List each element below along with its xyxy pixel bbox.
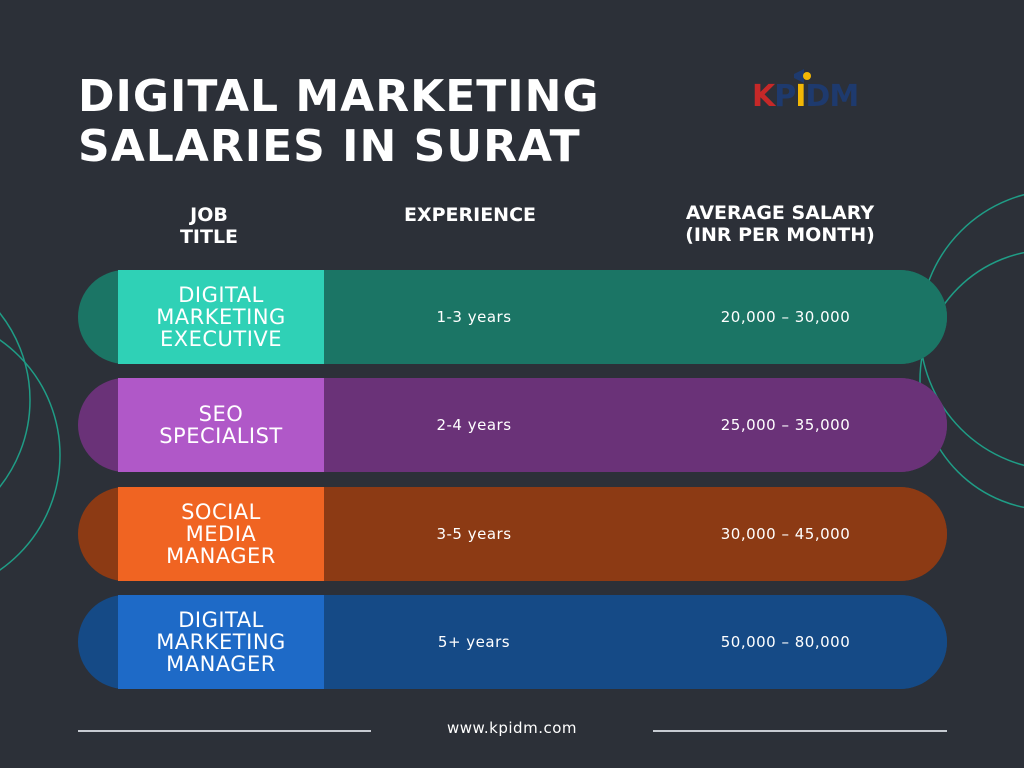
- table-row: SOCIAL MEDIA MANAGER 3-5 years 30,000 – 45,0…: [78, 487, 947, 581]
- megaphone-icon: [794, 69, 811, 83]
- job-title-line: DIGITAL: [178, 608, 264, 632]
- job-title-cell: SEO SPECIALIST: [118, 378, 324, 472]
- job-title-line: EXECUTIVE: [159, 327, 283, 351]
- header-experience: EXPERIENCE: [403, 204, 537, 226]
- job-title-line: SEO: [198, 402, 244, 426]
- job-title-line: MANAGER: [166, 652, 276, 676]
- kpidm-logo: KPIDM: [752, 66, 864, 122]
- salary-cell: 25,000 – 35,000: [624, 378, 947, 472]
- salary-cell: 50,000 – 80,000: [624, 595, 947, 689]
- experience-cell: 5+ years: [330, 595, 618, 689]
- experience-cell: 2-4 years: [330, 378, 618, 472]
- job-title-line: DIGITAL: [178, 283, 264, 307]
- header-average-salary: AVERAGE SALARY (INR PER MONTH): [685, 202, 875, 246]
- table-row: SEO SPECIALIST 2-4 years 25,000 – 35,000: [78, 378, 947, 472]
- logo-wordmark: KPIDM: [752, 79, 859, 114]
- job-title-line: MEDIA: [185, 522, 257, 546]
- title-line-2: SALARIES IN SURAT: [78, 121, 581, 172]
- footer-website: www.kpidm.com: [446, 719, 577, 737]
- job-title-cell: DIGITAL MARKETING MANAGER: [118, 595, 324, 689]
- job-title-line: SOCIAL: [181, 500, 261, 524]
- job-title-cell: SOCIAL MEDIA MANAGER: [118, 487, 324, 581]
- footer-divider-left: [78, 730, 371, 732]
- job-title-line: SPECIALIST: [159, 424, 283, 448]
- title-line-1: DIGITAL MARKETING: [78, 71, 600, 122]
- page-title: DIGITAL MARKETING SALARIES IN SURAT: [78, 72, 600, 172]
- footer-divider-right: [653, 730, 947, 732]
- header-job-title: JOB TITLE: [179, 204, 239, 248]
- salary-cell: 30,000 – 45,000: [624, 487, 947, 581]
- job-title-line: MANAGER: [166, 544, 276, 568]
- experience-cell: 1-3 years: [330, 270, 618, 364]
- job-title-line: MARKETING: [156, 305, 286, 329]
- salary-cell: 20,000 – 30,000: [624, 270, 947, 364]
- job-title-cell: DIGITAL MARKETING EXECUTIVE: [118, 270, 324, 364]
- table-row: DIGITAL MARKETING EXECUTIVE 1-3 years 20,000…: [78, 270, 947, 364]
- table-row: DIGITAL MARKETING MANAGER 5+ years 50,000 – …: [78, 595, 947, 689]
- experience-cell: 3-5 years: [330, 487, 618, 581]
- job-title-line: MARKETING: [156, 630, 286, 654]
